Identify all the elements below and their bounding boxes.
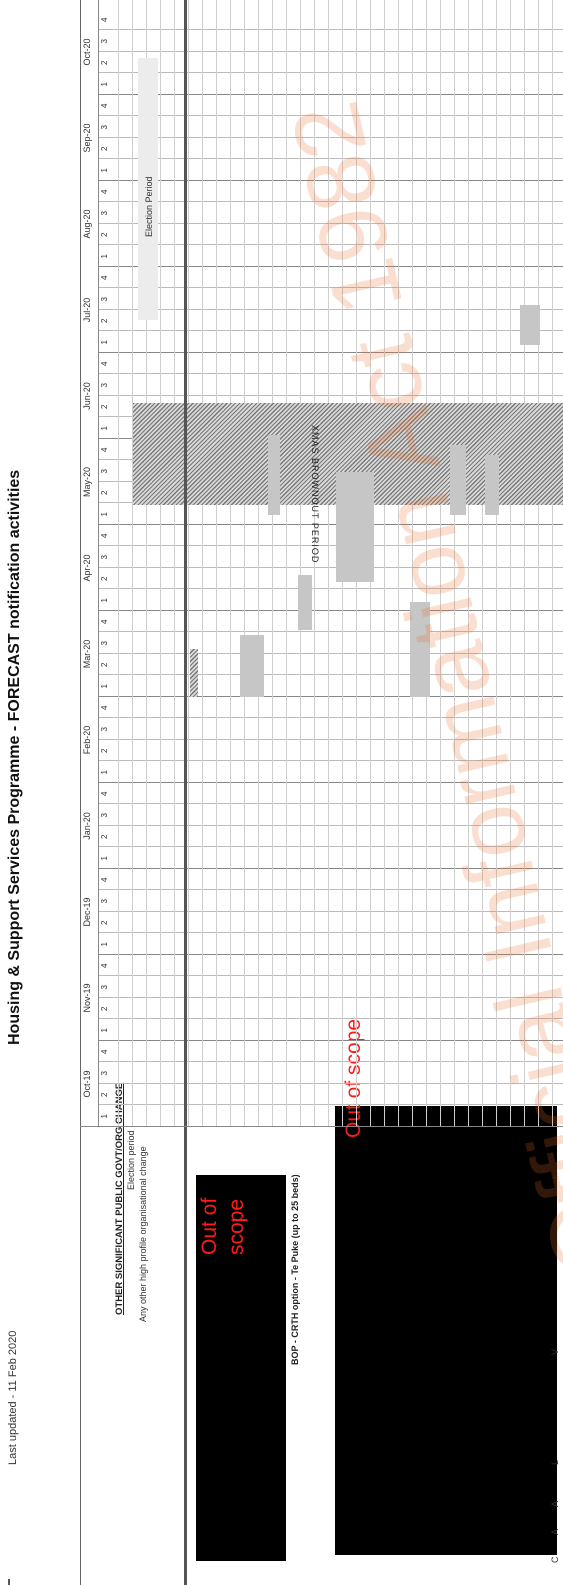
section-rule <box>184 0 187 1585</box>
row-election-period: Election period <box>126 1130 136 1190</box>
xmas-label: XMAS BROWNOUT PERIOD <box>310 425 320 563</box>
activity-bar <box>298 575 312 630</box>
nov-hatched-marker <box>190 649 198 697</box>
week-gridline <box>98 524 563 525</box>
week-gridline <box>98 545 563 547</box>
cut-letter: A <box>550 1500 560 1507</box>
cut-letter: V <box>550 1348 560 1355</box>
cut-letter: C <box>550 1556 560 1564</box>
week-gridline <box>98 29 563 31</box>
row-gridline <box>174 0 175 1127</box>
row-gridline <box>160 0 161 1127</box>
row-gridline <box>132 0 133 1127</box>
activity-bar <box>485 455 499 515</box>
row-org-change: Any other high profile organisational ch… <box>138 1146 148 1322</box>
week-gridline <box>98 72 563 74</box>
row-gridline <box>188 0 189 1127</box>
activity-bar <box>268 435 280 515</box>
cut-letter: L <box>550 1459 560 1465</box>
row-gridline <box>258 0 259 1127</box>
bop-row-label: BOP - CRTH option - Te Puke (up to 25 be… <box>290 1174 300 1365</box>
week-gridline <box>98 395 563 396</box>
row-gridline <box>272 0 273 1127</box>
row-gridline <box>202 0 203 1127</box>
week-gridline <box>98 1104 563 1106</box>
row-gridline <box>118 0 119 1127</box>
column-divider <box>80 1126 563 1127</box>
row-gridline <box>216 0 217 1127</box>
page-title: Housing & Support Services Programme - F… <box>6 469 23 1045</box>
week-gridline <box>98 51 563 52</box>
cut-letter: A <box>550 1528 560 1535</box>
xmas-label-wrap: XMAS BROWNOUT PERIOD <box>310 425 320 563</box>
redaction-label-a: Out of scope <box>198 1197 248 1255</box>
election-label: Election Period <box>144 176 154 237</box>
activity-bar <box>520 305 540 345</box>
row-gridline <box>230 0 231 1127</box>
header-rule <box>80 1127 81 1585</box>
activity-bar <box>240 635 264 697</box>
row-gridline <box>244 0 245 1127</box>
last-updated: Last updated - 11 Feb 2020 <box>7 1330 19 1465</box>
week-gridline <box>98 567 563 568</box>
header-gridline <box>98 0 99 1127</box>
week-gridline <box>98 588 563 590</box>
week-gridline <box>98 94 563 95</box>
scan-mark <box>8 1579 10 1585</box>
